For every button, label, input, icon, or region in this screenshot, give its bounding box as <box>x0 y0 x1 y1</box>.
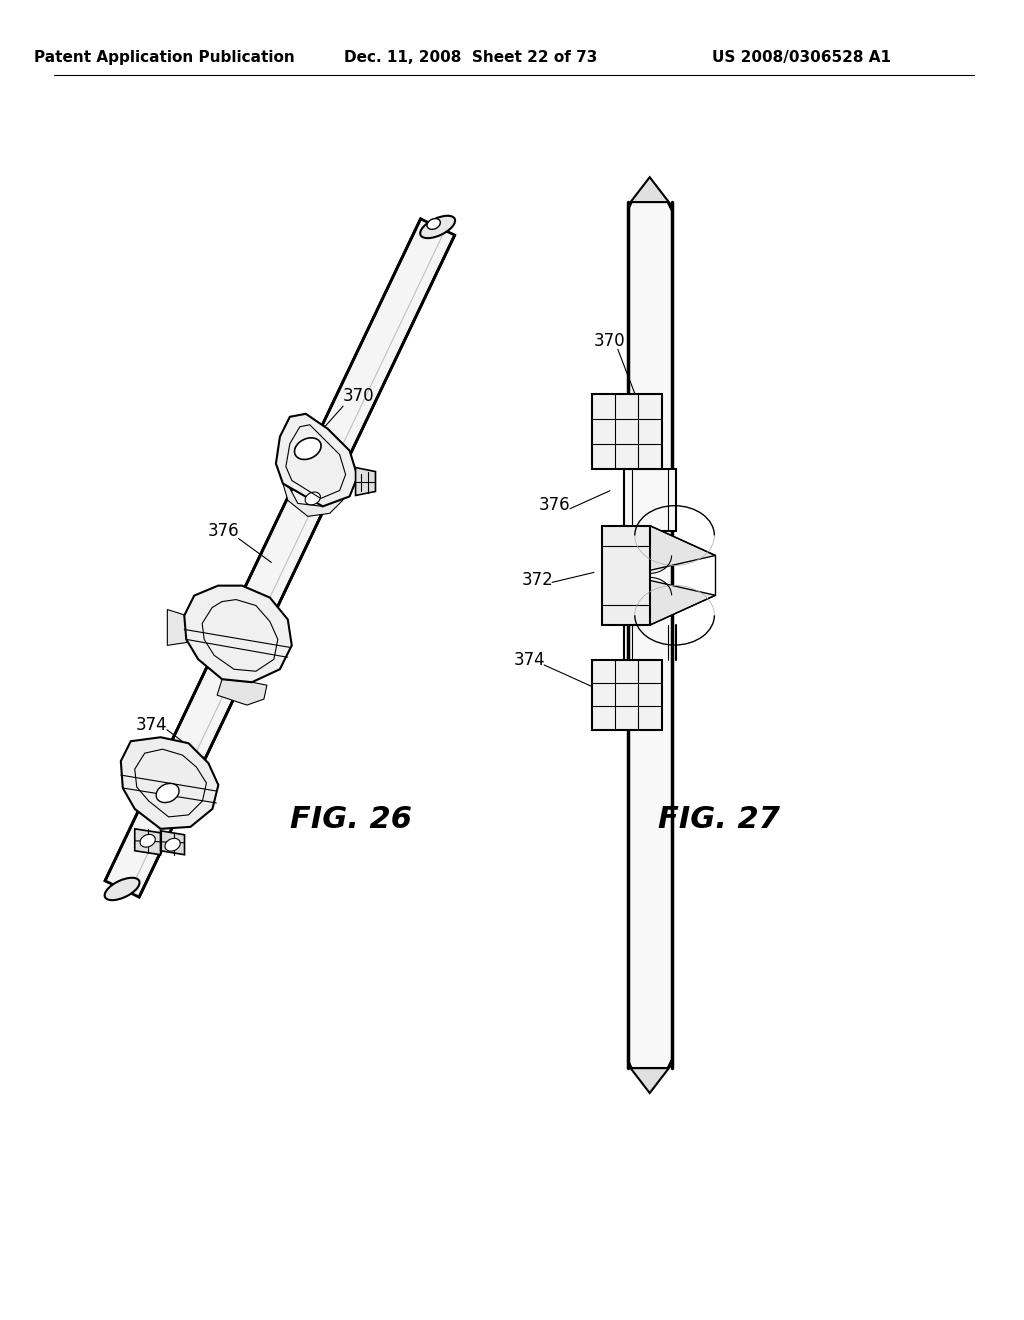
Text: FIG. 27: FIG. 27 <box>658 805 780 834</box>
Polygon shape <box>283 477 347 516</box>
Text: 374: 374 <box>136 715 168 734</box>
Polygon shape <box>161 830 184 855</box>
Text: US 2008/0306528 A1: US 2008/0306528 A1 <box>712 50 891 65</box>
Text: Dec. 11, 2008  Sheet 22 of 73: Dec. 11, 2008 Sheet 22 of 73 <box>344 50 597 65</box>
Ellipse shape <box>420 215 455 238</box>
Polygon shape <box>649 581 716 626</box>
Polygon shape <box>628 202 672 1068</box>
Polygon shape <box>628 1060 672 1093</box>
Polygon shape <box>355 467 376 495</box>
Polygon shape <box>217 680 267 705</box>
Text: 376: 376 <box>539 496 570 513</box>
Polygon shape <box>592 660 662 730</box>
Polygon shape <box>167 610 187 645</box>
Polygon shape <box>592 395 662 469</box>
Text: FIG. 26: FIG. 26 <box>290 805 412 834</box>
Polygon shape <box>135 829 161 855</box>
Text: 376: 376 <box>208 521 240 540</box>
Ellipse shape <box>305 492 321 504</box>
Polygon shape <box>602 525 649 626</box>
Ellipse shape <box>295 438 322 459</box>
Polygon shape <box>649 525 716 570</box>
Ellipse shape <box>104 878 139 900</box>
Polygon shape <box>275 413 357 507</box>
Text: 372: 372 <box>521 572 553 589</box>
Text: 374: 374 <box>513 651 545 669</box>
Ellipse shape <box>165 838 180 851</box>
Ellipse shape <box>427 219 440 230</box>
Polygon shape <box>624 469 676 531</box>
Polygon shape <box>184 586 292 682</box>
Text: Patent Application Publication: Patent Application Publication <box>34 50 294 65</box>
Polygon shape <box>121 738 218 829</box>
Text: 370: 370 <box>342 387 374 405</box>
Polygon shape <box>105 219 455 898</box>
Ellipse shape <box>156 783 179 803</box>
Text: 372: 372 <box>173 616 205 634</box>
Polygon shape <box>628 177 672 210</box>
Ellipse shape <box>140 834 156 847</box>
Text: 370: 370 <box>594 333 626 350</box>
